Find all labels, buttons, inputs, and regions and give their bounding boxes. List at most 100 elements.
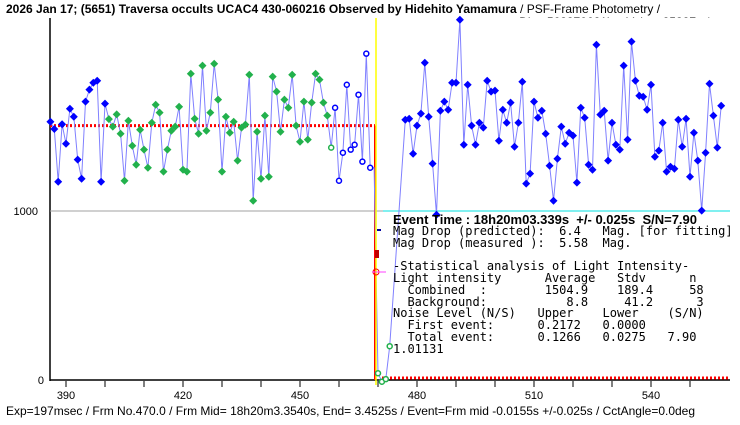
data-point (194, 129, 203, 138)
data-point (483, 76, 492, 85)
info-line: Background: 8.8 41.2 3 (393, 294, 704, 309)
data-point (335, 177, 343, 184)
data-point (557, 122, 566, 131)
data-point (331, 104, 339, 111)
data-point (452, 78, 460, 87)
data-point (186, 69, 195, 78)
info-line: Total event: 0.1266 0.0275 7.90 (393, 329, 697, 344)
data-point (151, 100, 160, 109)
event-marker-mid (375, 250, 379, 258)
data-point (253, 127, 262, 136)
data-point (276, 127, 285, 136)
data-point (405, 114, 414, 123)
data-point (257, 174, 265, 183)
data-point (54, 177, 63, 186)
data-point (132, 160, 141, 169)
data-point (229, 117, 238, 126)
x-tick-label: 450 (291, 390, 309, 402)
x-tick-label: 510 (525, 390, 543, 402)
data-point (674, 115, 683, 124)
data-point (455, 15, 464, 24)
data-point (580, 113, 589, 122)
data-point (339, 149, 347, 156)
event-info-panel: Event Time : 18h20m03.339s +/- 0.025s S/… (393, 212, 733, 356)
data-point (475, 118, 484, 127)
data-point (386, 342, 393, 350)
data-point (81, 97, 90, 106)
data-point (85, 85, 94, 94)
data-point (463, 80, 472, 89)
data-point (140, 145, 148, 154)
data-point (678, 142, 687, 151)
data-point (347, 146, 354, 153)
data-point (604, 156, 613, 165)
data-point (592, 40, 601, 49)
data-point (374, 369, 382, 377)
data-point (697, 206, 706, 215)
data-point (413, 121, 421, 130)
data-point (124, 116, 133, 125)
data-point (175, 102, 184, 111)
data-point (705, 79, 714, 88)
data-point (163, 145, 172, 154)
data-point (428, 159, 437, 168)
footer-info: Exp=197msec / Frm No.470.0 / Frm Mid= 18… (6, 404, 696, 418)
data-point (319, 98, 328, 107)
data-point (440, 97, 449, 106)
data-point (600, 106, 609, 115)
statistics-text: Mag Drop (predicted): 6.4 Mag. [for fitt… (393, 223, 733, 356)
data-point (225, 128, 234, 137)
data-point (522, 179, 531, 188)
event-time: Event Time : 18h20m03.339s +/- 0.025s S/… (393, 212, 698, 227)
data-point (359, 158, 366, 165)
data-point (190, 114, 199, 123)
data-point (471, 140, 480, 149)
data-point (459, 140, 468, 149)
data-point (233, 156, 242, 165)
data-point (686, 172, 694, 181)
data-point (682, 114, 691, 123)
data-point (307, 98, 316, 107)
light-curve-line (49, 19, 722, 383)
data-point (264, 172, 273, 181)
data-point (327, 144, 335, 151)
data-point (662, 167, 671, 176)
data-point (116, 129, 125, 138)
y-tick-label: 0 (38, 375, 44, 387)
chart-title: 2026 Jan 17; (5651) Traversa occults UCA… (6, 2, 660, 16)
data-point (50, 125, 59, 134)
data-point (284, 103, 293, 112)
data-point (650, 152, 659, 161)
data-point (670, 164, 679, 173)
data-point (409, 149, 418, 158)
data-point (654, 146, 663, 155)
data-point (576, 103, 585, 112)
data-point (206, 108, 215, 117)
info-line: Mag Drop (predicted): 6.4 Mag. [for fitt… (393, 223, 733, 238)
data-point (268, 72, 277, 81)
data-point (545, 161, 554, 170)
data-point (572, 178, 581, 187)
data-point (299, 97, 308, 106)
data-point (65, 104, 74, 113)
data-point (611, 140, 620, 149)
data-point (303, 135, 312, 144)
data-point (343, 81, 351, 89)
data-point (104, 115, 113, 124)
data-point (101, 99, 109, 108)
data-point (537, 106, 546, 115)
data-point (627, 37, 636, 46)
data-point (112, 110, 121, 119)
data-point (120, 176, 129, 185)
data-point (514, 118, 523, 127)
data-point (249, 196, 258, 205)
data-point (569, 131, 577, 140)
data-point (416, 109, 425, 118)
data-point (479, 123, 488, 132)
data-point (210, 59, 219, 68)
data-point (143, 163, 152, 172)
data-point (245, 70, 254, 79)
data-point (584, 160, 593, 169)
data-point (502, 118, 511, 127)
